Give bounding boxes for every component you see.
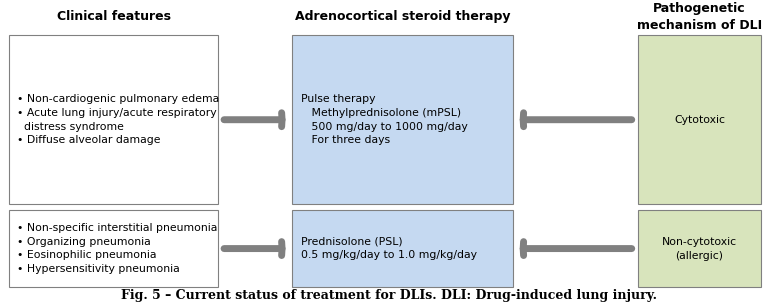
FancyBboxPatch shape (9, 210, 218, 287)
FancyBboxPatch shape (9, 35, 218, 204)
Text: Pulse therapy
   Methylprednisolone (mPSL)
   500 mg/day to 1000 mg/day
   For t: Pulse therapy Methylprednisolone (mPSL) … (301, 94, 468, 145)
Text: Adrenocortical steroid therapy: Adrenocortical steroid therapy (295, 10, 510, 23)
Text: • Non-specific interstitial pneumonia
• Organizing pneumonia
• Eosinophilic pneu: • Non-specific interstitial pneumonia • … (17, 223, 218, 274)
FancyBboxPatch shape (292, 210, 513, 287)
Text: Non-cytotoxic
(allergic): Non-cytotoxic (allergic) (662, 237, 737, 260)
Text: Cytotoxic: Cytotoxic (674, 115, 725, 125)
Text: Clinical features: Clinical features (57, 10, 170, 23)
Text: Pathogenetic
mechanism of DLI: Pathogenetic mechanism of DLI (637, 2, 762, 32)
Text: • Non-cardiogenic pulmonary edema
• Acute lung injury/acute respiratory
  distre: • Non-cardiogenic pulmonary edema • Acut… (17, 94, 219, 145)
Text: Fig. 5 – Current status of treatment for DLIs. DLI: Drug-induced lung injury.: Fig. 5 – Current status of treatment for… (121, 289, 657, 302)
FancyBboxPatch shape (292, 35, 513, 204)
FancyBboxPatch shape (638, 35, 761, 204)
FancyBboxPatch shape (638, 210, 761, 287)
Text: Prednisolone (PSL)
0.5 mg/kg/day to 1.0 mg/kg/day: Prednisolone (PSL) 0.5 mg/kg/day to 1.0 … (301, 237, 477, 260)
